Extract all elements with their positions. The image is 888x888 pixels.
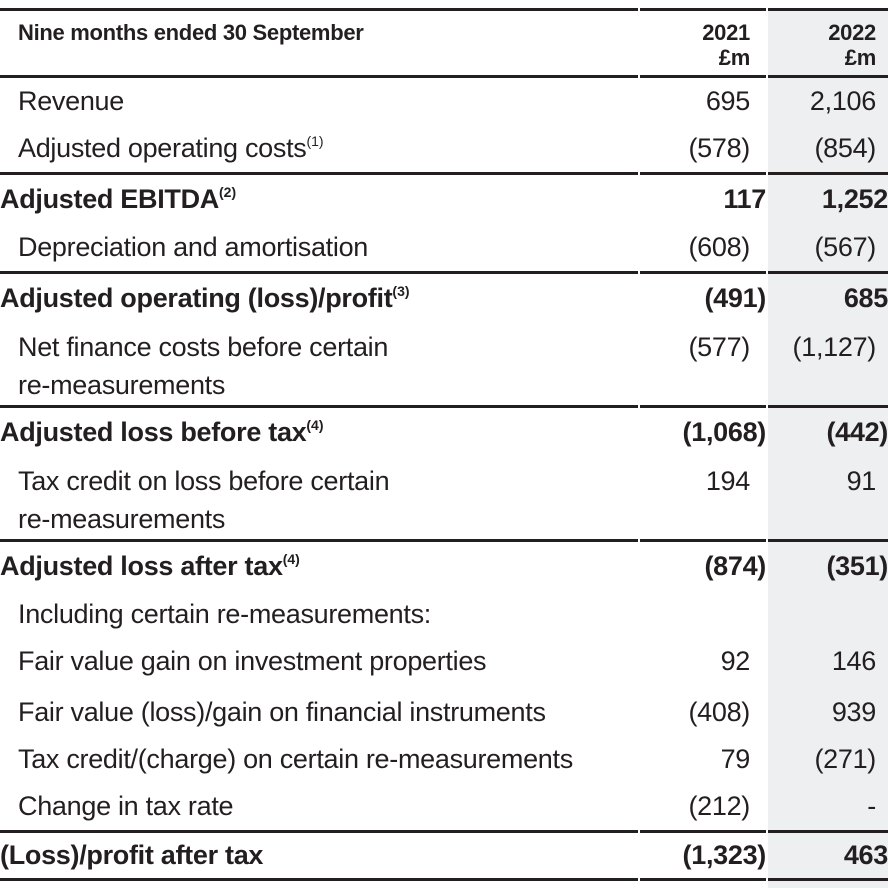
row-label: Fair value (loss)/gain on financial inst… [18, 697, 546, 727]
table-header: Nine months ended 30 September 2021 £m 2… [0, 8, 888, 78]
row-label-cell: Adjusted loss after tax(4) [0, 542, 638, 591]
row-label: Adjusted operating costs [18, 133, 307, 163]
row-value-2021: (1,323) [640, 833, 766, 881]
table-row: Adjusted operating (loss)/profit(3) (491… [0, 274, 888, 323]
financial-summary-table: Nine months ended 30 September 2021 £m 2… [0, 8, 888, 881]
row-label: Fair value gain on investment properties [18, 646, 487, 676]
row-label-cell: (Loss)/profit after tax [0, 833, 638, 881]
table-row: Tax credit on loss before certain re-meas… [0, 457, 888, 542]
row-label-cell: Change in tax rate [0, 783, 638, 833]
row-value-2022: 463 [768, 833, 888, 881]
table-row: Including certain re-measurements: [0, 591, 888, 638]
row-value-2022: (1,127) [768, 323, 888, 408]
row-value-2021: (578) [640, 125, 766, 175]
row-label: Change in tax rate [18, 791, 234, 821]
row-value-2021 [640, 591, 766, 638]
table-title-text: Nine months ended 30 September [18, 20, 364, 45]
footnote-ref: (2) [219, 184, 237, 200]
row-label: Adjusted EBITDA [0, 184, 220, 214]
row-label-cell: Adjusted operating (loss)/profit(3) [0, 274, 638, 323]
row-label: (Loss)/profit after tax [0, 840, 264, 870]
row-value-2022: 939 [831, 697, 876, 727]
row-value-2022: 146 [831, 646, 876, 676]
row-value-2021: (408) [688, 697, 750, 727]
row-label-cell: Fair value gain on investment properties [0, 638, 638, 685]
table-body: Revenue 695 2,106 Adjusted operating cos… [0, 78, 888, 881]
row-label: Tax credit/(charge) on certain re-measur… [18, 744, 573, 774]
year-label-2021: 2021 [702, 20, 750, 45]
row-value-2022: 91 [768, 457, 888, 542]
table-row: Adjusted operating costs(1) (578) (854) [0, 125, 888, 175]
row-value-2021: 194 [640, 457, 766, 542]
row-value-2021: (212) [640, 783, 766, 833]
row-value-2022: (854) [768, 125, 888, 175]
row-label: Adjusted operating (loss)/profit [0, 283, 393, 313]
row-label-cell: Fair value (loss)/gain on financial inst… [0, 685, 638, 736]
row-value-2021: 117 [723, 184, 766, 214]
row-value-2021: (491) [704, 283, 766, 313]
row-label: Tax credit on loss before certain [18, 466, 390, 496]
table-row: Adjusted loss after tax(4) (874) (351) [0, 542, 888, 591]
table-row: (Loss)/profit after tax (1,323) 463 [0, 833, 888, 881]
row-value-2021: 79 [720, 744, 751, 774]
table-row: Net finance costs before certain re-measu… [0, 323, 888, 408]
year-label-2022: 2022 [828, 20, 876, 45]
row-label-cell: Adjusted loss before tax(4) [0, 408, 638, 457]
row-label: Adjusted loss after tax [0, 551, 283, 581]
table-row: Adjusted EBITDA(2) 117 1,252 [0, 175, 888, 224]
footnote-ref: (4) [282, 551, 300, 567]
row-value-2021: (1,068) [682, 417, 767, 447]
row-value-2022: - [768, 783, 888, 833]
row-label-cell: Net finance costs before certain re-measu… [0, 323, 638, 408]
row-label-cell: Adjusted EBITDA(2) [0, 175, 638, 224]
row-value-2022 [768, 591, 888, 638]
table-row: Fair value gain on investment properties… [0, 638, 888, 685]
row-value-2021: 92 [720, 646, 751, 676]
row-label: Revenue [18, 86, 124, 116]
row-value-2022: 685 [843, 283, 888, 313]
footnote-ref: (4) [306, 417, 324, 433]
row-value-2022: (351) [826, 551, 888, 581]
row-label-cell: Adjusted operating costs(1) [0, 125, 638, 175]
row-value-2021: (577) [640, 323, 766, 408]
unit-label-2022: £m [844, 45, 877, 70]
row-label-cell: Tax credit on loss before certain re-meas… [0, 457, 638, 542]
row-label-line2: re-measurements [18, 370, 226, 400]
row-label-cell: Revenue [0, 78, 638, 125]
table-row: Tax credit/(charge) on certain re-measur… [0, 736, 888, 783]
row-label: Adjusted loss before tax [0, 417, 307, 447]
row-label-cell: Including certain re-measurements: [0, 591, 638, 638]
row-value-2022: 2,106 [809, 86, 876, 116]
column-header-2021: 2021 £m [640, 8, 766, 78]
row-value-2021: 695 [705, 86, 750, 116]
header-row: Nine months ended 30 September 2021 £m 2… [0, 8, 888, 78]
row-label: Including certain re-measurements: [18, 599, 431, 629]
table-row: Fair value (loss)/gain on financial inst… [0, 685, 888, 736]
row-label-line2: re-measurements [18, 504, 226, 534]
table-row: Adjusted loss before tax(4) (1,068) (442… [0, 408, 888, 457]
row-label-cell: Depreciation and amortisation [0, 224, 638, 274]
row-label: Depreciation and amortisation [18, 232, 368, 262]
highlight-column-background [768, 8, 888, 888]
row-value-2022: (271) [814, 744, 876, 774]
table-row: Depreciation and amortisation (608) (567… [0, 224, 888, 274]
table-row: Change in tax rate (212) - [0, 783, 888, 833]
column-header-2022: 2022 £m [768, 8, 888, 78]
row-value-2022: 1,252 [821, 184, 888, 214]
table-title: Nine months ended 30 September [0, 8, 638, 78]
footnote-ref: (1) [306, 133, 324, 149]
row-label: Net finance costs before certain [18, 332, 389, 362]
unit-label-2021: £m [718, 45, 751, 70]
row-value-2021: (608) [640, 224, 766, 274]
row-label-cell: Tax credit/(charge) on certain re-measur… [0, 736, 638, 783]
row-value-2022: (442) [826, 417, 888, 447]
row-value-2021: (874) [704, 551, 766, 581]
row-value-2022: (567) [768, 224, 888, 274]
footnote-ref: (3) [392, 283, 410, 299]
table-row: Revenue 695 2,106 [0, 78, 888, 125]
